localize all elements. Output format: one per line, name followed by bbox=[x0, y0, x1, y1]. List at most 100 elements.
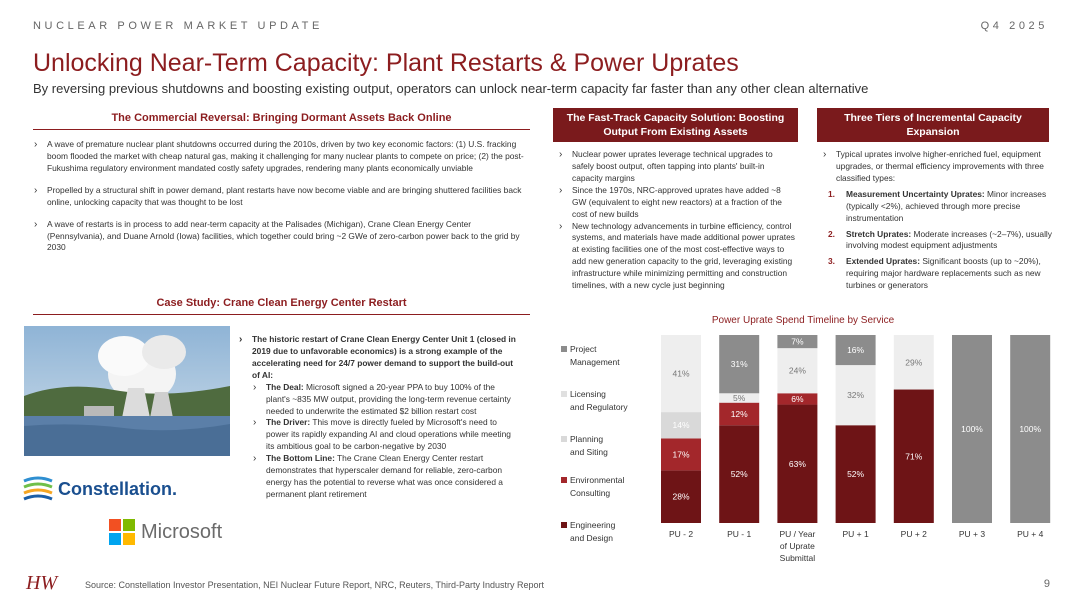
legend-label: and Siting bbox=[570, 447, 608, 457]
list-item: The Driver: This move is directly fueled… bbox=[252, 416, 518, 453]
legend-label: Management bbox=[570, 357, 620, 367]
bar-segment bbox=[661, 470, 701, 523]
legend-label: Environmental bbox=[570, 475, 624, 485]
page-subtitle: By reversing previous shutdowns and boos… bbox=[33, 81, 869, 96]
bar-segment bbox=[719, 402, 760, 426]
list-item: Since the 1970s, NRC-approved uprates ha… bbox=[558, 184, 796, 221]
legend-label: Planning bbox=[570, 434, 603, 444]
report-topline: NUCLEAR POWER MARKET UPDATE bbox=[33, 20, 323, 32]
tier-label: Measurement Uncertainty Uprates: bbox=[846, 188, 985, 199]
legend-label: and Design bbox=[570, 533, 613, 543]
source-note: Source: Constellation Investor Presentat… bbox=[85, 580, 545, 590]
data-label: 52% bbox=[731, 469, 748, 479]
tier-number: 3. bbox=[828, 256, 835, 267]
x-tick-label: PU - 1 bbox=[727, 529, 751, 539]
case-study-section: Case Study: Crane Clean Energy Center Re… bbox=[33, 297, 530, 315]
point-label: The Deal: bbox=[266, 381, 304, 392]
chart-title: Power Uprate Spend Timeline by Service bbox=[711, 315, 895, 326]
data-label: 17% bbox=[672, 449, 689, 459]
middle-header: The Fast-Track Capacity Solution: Boosti… bbox=[553, 108, 798, 142]
bar-segment bbox=[719, 393, 760, 403]
data-label: 24% bbox=[789, 366, 806, 376]
bar-segment bbox=[719, 335, 760, 394]
bar-segment bbox=[835, 365, 876, 426]
constellation-logo: Constellation. bbox=[22, 474, 232, 504]
bar-segment bbox=[661, 335, 701, 413]
bar-segment bbox=[661, 412, 701, 439]
legend-swatch bbox=[561, 346, 567, 352]
data-label: 52% bbox=[847, 469, 864, 479]
tier-item: 2. Stretch Uprates: Moderate increases (~… bbox=[822, 229, 1054, 253]
power-plant-photo bbox=[24, 326, 230, 456]
bar-segment bbox=[777, 348, 818, 394]
middle-bullets: Nuclear power uprates leverage technical… bbox=[558, 148, 796, 293]
x-tick-label: of Uprate bbox=[780, 541, 815, 551]
left-section: The Commercial Reversal: Bringing Dorman… bbox=[33, 112, 530, 254]
case-study-body: The historic restart of Crane Clean Ener… bbox=[238, 333, 518, 501]
tier-label: Extended Uprates: bbox=[846, 256, 920, 267]
bar-segment bbox=[835, 425, 876, 523]
data-label: 31% bbox=[731, 359, 748, 369]
data-label: 29% bbox=[905, 357, 922, 367]
right-body: Typical uprates involve higher-enriched … bbox=[822, 148, 1054, 292]
left-section-title: The Commercial Reversal: Bringing Dorman… bbox=[111, 112, 452, 124]
bar-segment bbox=[777, 335, 818, 349]
report-quarter: Q4 2025 bbox=[980, 20, 1048, 32]
microsoft-wordmark: Microsoft bbox=[141, 520, 223, 543]
x-tick-label: Submittal bbox=[780, 553, 816, 563]
legend-swatch bbox=[561, 391, 567, 397]
data-label: 14% bbox=[672, 420, 689, 430]
data-label: 12% bbox=[731, 409, 748, 419]
tier-item: 3. Extended Uprates: Significant boosts (… bbox=[822, 256, 1054, 292]
legend-swatch bbox=[561, 477, 567, 483]
point-text: This move is directly fueled by Microsof… bbox=[266, 417, 511, 452]
bar-segment bbox=[661, 438, 701, 471]
case-study-points: The Deal: Microsoft signed a 20-year PPA… bbox=[238, 381, 518, 501]
data-label: 71% bbox=[905, 451, 922, 461]
page-number: 9 bbox=[1043, 578, 1050, 590]
uprate-spend-chart: 28% 17% 14% 41% PU - 2 52% 12% 5% 31% PU - 1 63% 6%… bbox=[561, 335, 1051, 563]
data-label: 32% bbox=[847, 390, 864, 400]
tier-number: 2. bbox=[828, 228, 835, 239]
data-label: 7% bbox=[791, 337, 804, 347]
data-label: 63% bbox=[789, 459, 806, 469]
x-tick-label: PU / Year bbox=[779, 529, 815, 539]
data-label: 41% bbox=[672, 369, 689, 379]
legend-label: Licensing bbox=[570, 389, 606, 399]
list-item: A wave of restarts is in process to add … bbox=[33, 218, 530, 255]
point-label: The Driver: bbox=[266, 417, 311, 428]
x-tick-label: PU - 2 bbox=[669, 529, 693, 539]
tier-number: 1. bbox=[828, 188, 835, 199]
x-tick-label: PU + 1 bbox=[842, 529, 868, 539]
data-label: 28% bbox=[672, 492, 689, 502]
tier-text: Minor increases (typically <2%), achieve… bbox=[846, 188, 1047, 223]
legend-swatch bbox=[561, 522, 567, 528]
x-tick-label: PU + 4 bbox=[1017, 529, 1043, 539]
x-tick-label: PU + 2 bbox=[901, 529, 927, 539]
legend-label: Engineering bbox=[570, 520, 616, 530]
bar-segment bbox=[952, 335, 992, 523]
bar-segment bbox=[893, 389, 934, 523]
list-item: Propelled by a structural shift in power… bbox=[33, 184, 530, 209]
legend-label: and Regulatory bbox=[570, 402, 628, 412]
tier-text: Moderate increases (~2–7%), usually invo… bbox=[846, 228, 1052, 251]
list-item: Nuclear power uprates leverage technical… bbox=[558, 148, 796, 185]
bar-segment bbox=[719, 425, 760, 523]
list-item: New technology advancements in turbine e… bbox=[558, 220, 796, 293]
bar-segment bbox=[777, 393, 818, 405]
point-text: Microsoft signed a 20-year PPA to buy 10… bbox=[266, 381, 511, 416]
tier-item: 1. Measurement Uncertainty Uprates: Minor… bbox=[822, 189, 1054, 225]
case-study-title: Case Study: Crane Clean Energy Center Re… bbox=[156, 297, 407, 309]
hw-logo: HW bbox=[26, 572, 58, 594]
case-study-lead: The historic restart of Crane Clean Ener… bbox=[238, 333, 518, 382]
divider bbox=[33, 129, 530, 130]
legend-swatch bbox=[561, 436, 567, 442]
microsoft-mark-icon bbox=[109, 519, 135, 545]
list-item: The Deal: Microsoft signed a 20-year PPA… bbox=[252, 381, 518, 418]
legend-label: Project bbox=[570, 344, 597, 354]
data-label: 6% bbox=[791, 394, 804, 404]
point-text: The Crane Clean Energy Center restart de… bbox=[266, 453, 503, 499]
data-label: 100% bbox=[1019, 424, 1041, 434]
bar-segment bbox=[777, 404, 818, 523]
tier-text: Significant boosts (up to ~20%), requiri… bbox=[846, 256, 1041, 291]
